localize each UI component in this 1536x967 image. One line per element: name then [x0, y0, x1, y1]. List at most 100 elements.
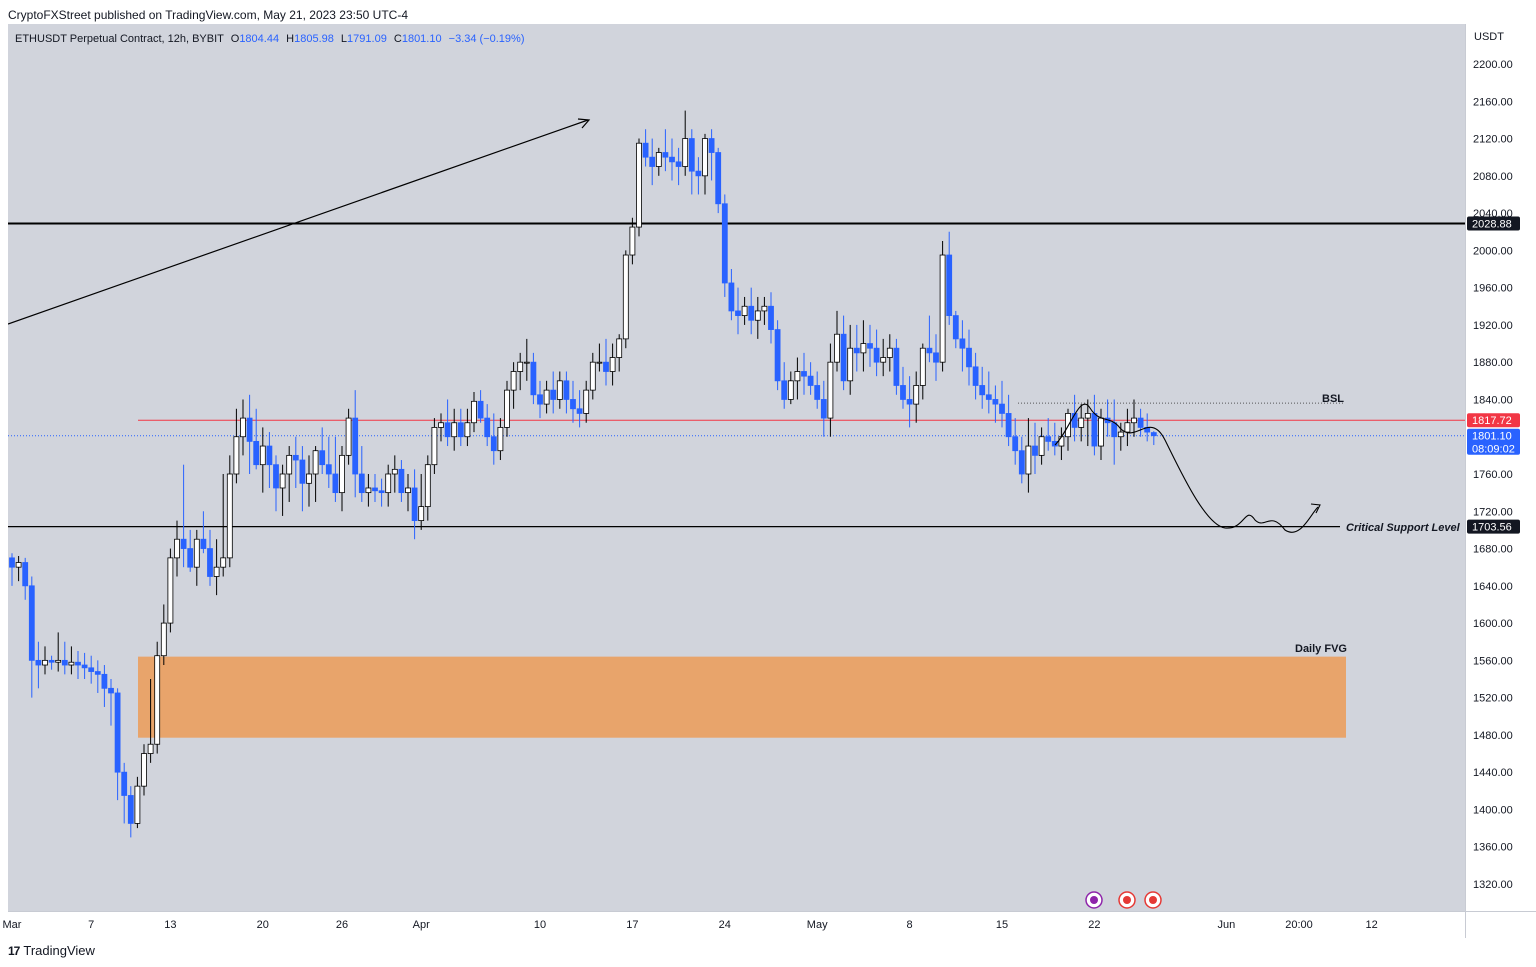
projection-arrow-head — [1310, 503, 1321, 514]
candle-down — [688, 138, 695, 172]
candle-down — [735, 310, 741, 316]
tradingview-logo-icon: 17 — [8, 943, 20, 958]
x-tick-label: Jun — [1218, 919, 1236, 931]
candle-up — [787, 380, 794, 400]
candle-down — [378, 490, 385, 494]
y-tick-label: 1360.00 — [1473, 842, 1513, 854]
candle-down — [292, 454, 299, 461]
candle-up — [286, 454, 293, 475]
candle-down — [332, 473, 339, 494]
candle-up — [312, 450, 319, 475]
x-tick-label: 10 — [534, 919, 546, 931]
currency-label: USDT — [1474, 31, 1504, 43]
candle-down — [820, 399, 827, 419]
candle-down — [246, 417, 253, 442]
y-tick-label: 1400.00 — [1473, 804, 1513, 816]
candle-down — [358, 473, 365, 494]
candle-down — [576, 408, 583, 414]
candle-down — [1005, 413, 1012, 438]
candle-down — [649, 156, 656, 167]
x-tick-label: 13 — [164, 919, 176, 931]
x-tick-label: 20 — [257, 919, 269, 931]
candle-down — [603, 361, 609, 372]
tradingview-brand: TradingView — [23, 943, 95, 958]
candle-down — [952, 315, 959, 340]
y-tick-label: 1680.00 — [1473, 544, 1513, 556]
candle-down — [372, 487, 378, 492]
candle-down — [946, 254, 953, 316]
red-line-badge-text: 1817.72 — [1472, 415, 1512, 427]
candle-down — [570, 399, 576, 410]
axis-corner — [1465, 911, 1536, 938]
candle-down — [662, 152, 669, 158]
candle-up — [622, 254, 629, 340]
candle-down — [1012, 436, 1019, 452]
last-price-badge — [1467, 428, 1520, 455]
candle-down — [490, 436, 497, 452]
candle-up — [497, 427, 504, 452]
candle-up — [431, 427, 438, 466]
candle-up — [1131, 417, 1137, 424]
y-tick-label: 1520.00 — [1473, 693, 1513, 705]
candle-up — [1117, 431, 1124, 438]
candle-down — [550, 389, 557, 400]
x-tick-label: May — [807, 919, 828, 931]
event-icon-dot — [1090, 896, 1098, 904]
candle-down — [906, 399, 913, 405]
low-label: L — [340, 33, 348, 45]
candle-down — [1032, 445, 1038, 456]
candle-up — [761, 305, 768, 312]
candle-down — [781, 380, 788, 400]
candle-down — [675, 161, 682, 167]
chart-plot-area[interactable] — [8, 24, 1465, 911]
plot-layer — [8, 110, 1465, 838]
candle-up — [68, 661, 75, 666]
candle-up — [589, 361, 596, 391]
candle-down — [708, 138, 715, 153]
candle-up — [365, 487, 372, 494]
candle-up — [220, 557, 227, 568]
price-axis[interactable] — [1465, 24, 1536, 911]
x-tick-label: 15 — [996, 919, 1008, 931]
candle-down — [801, 371, 807, 377]
candle-up — [1025, 445, 1032, 475]
candle-up — [213, 566, 220, 577]
candle-down — [121, 771, 128, 796]
candle-down — [477, 400, 484, 419]
candle-down — [669, 156, 675, 163]
candle-down — [398, 468, 405, 494]
candle-up — [424, 464, 431, 508]
tradingview-footer[interactable]: 17 TradingView — [8, 943, 95, 958]
x-tick-label: 20:00 — [1285, 919, 1313, 931]
candle-up — [1098, 417, 1104, 447]
candle-down — [853, 347, 860, 354]
candle-up — [345, 417, 352, 456]
x-tick-label: 8 — [907, 919, 913, 931]
candle-up — [438, 422, 444, 428]
time-axis[interactable] — [8, 911, 1465, 938]
y-tick-label: 2080.00 — [1473, 171, 1513, 183]
trend-arrow-line — [8, 119, 589, 325]
candle-down — [9, 557, 15, 568]
candle-down — [1111, 422, 1118, 438]
symbol-label[interactable]: ETHUSDT Perpetual Contract, 12h, BYBIT — [15, 33, 224, 45]
candle-up — [702, 138, 708, 177]
critical-support-label: Critical Support Level — [1346, 522, 1461, 534]
candle-down — [35, 659, 42, 666]
candle-up — [451, 422, 458, 438]
candle-up — [160, 622, 167, 657]
ohlc-legend: ETHUSDT Perpetual Contract, 12h, BYBIT O… — [15, 33, 525, 45]
last-price-badge-text: 1801.10 — [1472, 431, 1512, 443]
candle-up — [147, 743, 154, 754]
candle-down — [411, 487, 418, 521]
candle-down — [114, 692, 121, 773]
candle-down — [61, 659, 68, 666]
candle-up — [1084, 413, 1091, 419]
candle-down — [319, 450, 326, 466]
candle-down — [81, 664, 88, 669]
candle-up — [391, 468, 398, 475]
candle-down — [979, 385, 986, 396]
candle-up — [880, 357, 887, 363]
candle-down — [1045, 436, 1052, 442]
candle-down — [873, 347, 880, 363]
